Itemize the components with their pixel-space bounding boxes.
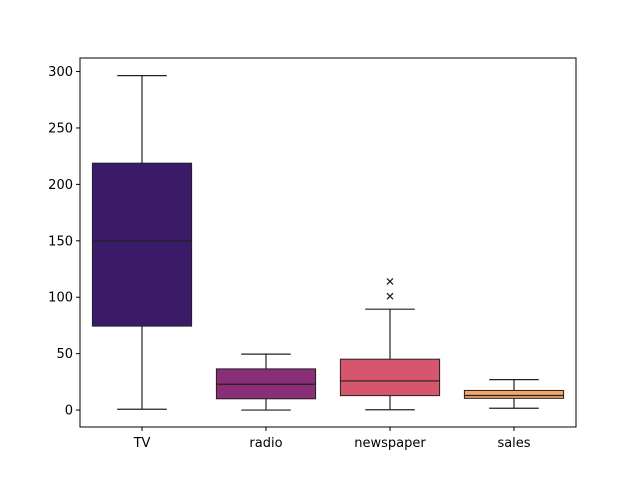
y-tick-label: 150 — [48, 234, 73, 249]
y-tick-label: 0 — [65, 404, 73, 419]
y-axis: 0 50 100 150 200 250 300 — [48, 65, 80, 419]
box-group-sales — [463, 379, 565, 409]
y-tick-label: 250 — [48, 121, 73, 136]
x-tick-label: sales — [497, 436, 530, 451]
x-tick-label: radio — [249, 436, 282, 451]
plot-frame — [79, 57, 577, 428]
x-tick-label: TV — [133, 436, 151, 451]
y-tick-label: 200 — [48, 178, 73, 193]
box-group-newspaper — [339, 277, 441, 411]
x-axis: TV radio newspaper sales — [133, 427, 531, 451]
y-tick-label: 50 — [56, 347, 73, 362]
box-group-radio — [215, 353, 317, 411]
outlier-point — [386, 292, 394, 300]
iqr-box — [91, 162, 193, 327]
y-tick-label: 300 — [48, 65, 73, 80]
outlier-point — [386, 277, 394, 285]
y-tick-label: 100 — [48, 291, 73, 306]
plot-content — [91, 75, 565, 411]
iqr-box — [339, 358, 441, 397]
iqr-box — [463, 389, 565, 399]
x-tick-label: newspaper — [354, 436, 426, 451]
box-group-TV — [91, 75, 193, 410]
